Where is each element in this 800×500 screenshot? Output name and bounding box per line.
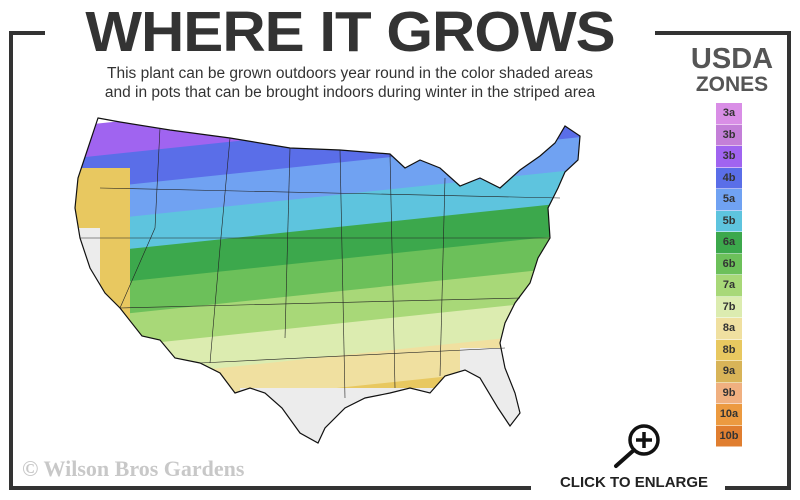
legend-zone-7a: 7a [716,275,742,297]
zone-band [75,227,580,322]
legend-zone-3a: 3a [716,103,742,125]
legend-zone-3b: 3b [716,124,742,146]
legend-title-line-1: USDA [690,43,774,75]
zone-region [75,228,100,443]
frame-bottom-left [9,486,531,490]
us-hardiness-zone-map[interactable] [60,108,640,453]
zone-band [75,164,580,258]
click-to-enlarge-label: CLICK TO ENLARGE [559,474,709,491]
legend-zone-7b: 7b [716,296,742,318]
legend-zone-9a: 9a [716,361,742,383]
us-outline [74,117,581,444]
legend-zone-8a: 8a [716,318,742,340]
legend-title-line-2: ZONES [695,73,769,96]
subtitle: This plant can be grown outdoors year ro… [40,64,660,102]
subtitle-line-2: and in pots that can be brought indoors … [104,84,596,101]
legend-zone-6b: 6b [716,253,742,275]
legend-zone-10b: 10b [716,425,742,447]
zone-region [460,348,540,443]
legend-title: USDA ZONES [682,44,782,96]
frame-left [9,31,13,490]
legend-zone-8b: 8b [716,339,742,361]
zone-region [75,168,130,443]
state-borders [80,127,561,399]
zone-band [75,291,580,385]
zoom-in-magnifier-icon [614,424,660,468]
page-title: WHERE IT GROWS [85,0,615,64]
legend-zone-6a: 6a [716,232,742,254]
frame-top-right [655,31,791,35]
legend-zone-3b: 3b [716,146,742,168]
copyright-watermark: © Wilson Bros Gardens [22,456,245,481]
legend-zone-10a: 10a [716,404,742,426]
subtitle-line-1: This plant can be grown outdoors year ro… [107,65,593,82]
zone-band [75,118,580,163]
legend-zone-9b: 9b [716,382,742,404]
frame-bottom-right [725,486,791,490]
frame-right [787,31,791,490]
zone-band [75,259,580,354]
zone-legend: 3a 3b 3b 4b 5a 5b 6a 6b 7a 7b 8a 8b 9a 9b 10a 10b [716,103,742,447]
legend-zone-5b: 5b [716,210,742,232]
legend-zone-4b: 4b [716,167,742,189]
frame-top-left [9,31,45,35]
legend-zone-5a: 5a [716,189,742,211]
click-to-enlarge-button[interactable]: CLICK TO ENLARGE [538,420,730,500]
zone-band [75,195,580,290]
zone-bands [75,118,580,443]
